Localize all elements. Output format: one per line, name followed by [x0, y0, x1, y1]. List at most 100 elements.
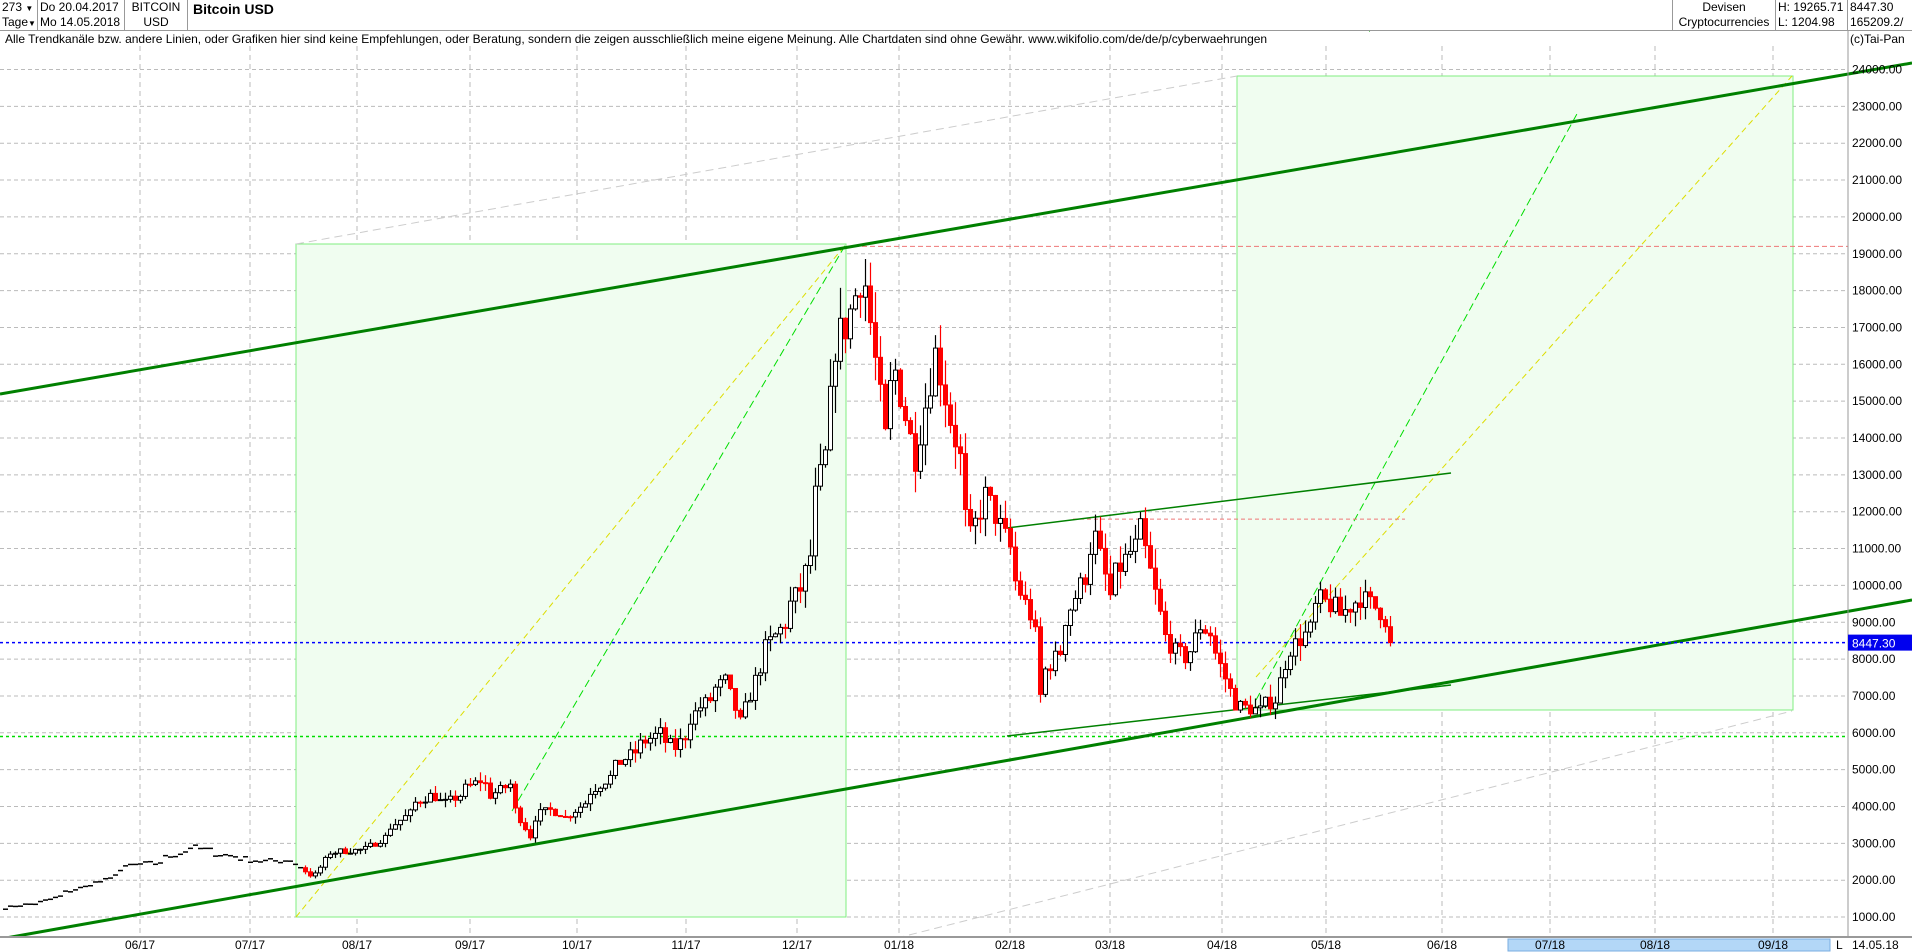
candle-body	[803, 565, 808, 592]
candle	[588, 787, 593, 812]
candle	[498, 781, 503, 795]
start-date[interactable]: Do 20.04.2017	[40, 0, 119, 14]
green-dashed-diagonal	[511, 243, 847, 812]
candle	[1203, 625, 1208, 635]
candle	[893, 358, 898, 395]
candle	[778, 623, 783, 644]
candle	[793, 586, 798, 614]
candle	[1238, 700, 1243, 713]
candle	[618, 759, 623, 765]
candle-body	[1383, 619, 1388, 628]
candle-body	[728, 674, 733, 689]
candle	[1048, 664, 1053, 680]
price-tick-label: 24000.00	[1852, 63, 1902, 77]
candle	[908, 417, 913, 436]
candle-body	[373, 842, 378, 847]
candle	[538, 803, 543, 826]
candle-body	[903, 405, 908, 422]
candle	[1093, 514, 1098, 565]
candle	[658, 718, 663, 745]
candle	[453, 790, 458, 808]
candle-body	[1348, 609, 1353, 613]
candle-body	[898, 369, 903, 407]
candle-body	[558, 815, 563, 818]
candle	[428, 789, 433, 803]
price-tick-label: 16000.00	[1852, 357, 1902, 371]
candle-body	[673, 738, 678, 750]
candle	[573, 809, 578, 824]
candle-body	[678, 738, 683, 750]
candle-body	[523, 822, 528, 831]
last-date-label: 14.05.18	[1852, 938, 1899, 952]
candle-body	[643, 739, 648, 744]
candle-body	[883, 383, 888, 430]
candle-body	[793, 587, 798, 602]
time-tick-label: 09/17	[455, 938, 485, 952]
candle-body	[823, 449, 828, 466]
candle-body	[853, 295, 858, 310]
candle-body	[723, 674, 728, 681]
candle	[1188, 651, 1193, 671]
candle-body	[1078, 577, 1083, 600]
candle	[1018, 571, 1023, 600]
candle	[693, 702, 698, 731]
candle-body	[1073, 598, 1078, 611]
candle-body	[1043, 668, 1048, 695]
candle-body	[893, 369, 898, 382]
channel-upper-thin	[1006, 472, 1452, 529]
volume-value: 165209.2/	[1850, 15, 1904, 29]
candle	[333, 851, 338, 859]
candle-body	[778, 626, 783, 635]
end-date[interactable]: Mo 14.05.2018	[40, 15, 121, 29]
candle	[1293, 628, 1298, 666]
candle	[463, 779, 468, 800]
candle	[1173, 638, 1178, 665]
price-tick-label: 10000.00	[1852, 578, 1902, 592]
candle-body	[378, 842, 383, 847]
candle-body	[518, 807, 523, 824]
candle	[673, 729, 678, 757]
candle	[423, 796, 428, 809]
bars-count-select[interactable]: 273 ▼	[2, 0, 34, 14]
candle-body	[628, 749, 633, 761]
candle-body	[768, 636, 773, 641]
candle-body	[1023, 594, 1028, 601]
price-tick-label: 5000.00	[1852, 763, 1896, 777]
candle-body	[418, 801, 423, 804]
candle-body	[773, 633, 778, 638]
candle	[438, 792, 443, 802]
candle	[1258, 694, 1263, 718]
candle	[1178, 634, 1183, 657]
time-axis: 06/17 07/17 08/17 09/17 10/17 11/17 12/17 01/18…	[0, 936, 1912, 952]
chart-header: 273 ▼ Tage▼ Do 20.04.2017 Mo 14.05.2018 …	[0, 0, 1912, 31]
candle	[448, 790, 453, 803]
candle	[1338, 588, 1343, 616]
candle	[953, 402, 958, 469]
candle-body	[493, 792, 498, 799]
candle-body	[1048, 668, 1053, 672]
interval-select[interactable]: Tage▼	[2, 15, 36, 29]
candle	[1388, 615, 1393, 647]
candle-body	[1028, 599, 1033, 621]
candle	[803, 563, 808, 608]
candle	[318, 865, 323, 876]
candle	[418, 800, 423, 808]
price-axis: 1000.00 2000.00 3000.00 4000.00 5000.00 6000.…	[1847, 30, 1912, 952]
price-tick-label: 14000.00	[1852, 431, 1902, 445]
candle	[1158, 578, 1163, 615]
last-price-label: 8447.30	[1852, 637, 1896, 651]
candle	[678, 728, 683, 758]
candle	[1283, 660, 1288, 689]
candle-body	[453, 795, 458, 801]
candle-body	[1293, 638, 1298, 657]
candle	[1193, 619, 1198, 654]
scrollbar-thumb[interactable]	[1507, 938, 1831, 952]
candle	[1058, 645, 1063, 657]
candle-body	[973, 517, 978, 527]
candle	[1323, 587, 1328, 603]
candle	[988, 486, 993, 501]
candle	[598, 786, 603, 797]
candle	[743, 693, 748, 720]
candle-body	[1323, 589, 1328, 600]
